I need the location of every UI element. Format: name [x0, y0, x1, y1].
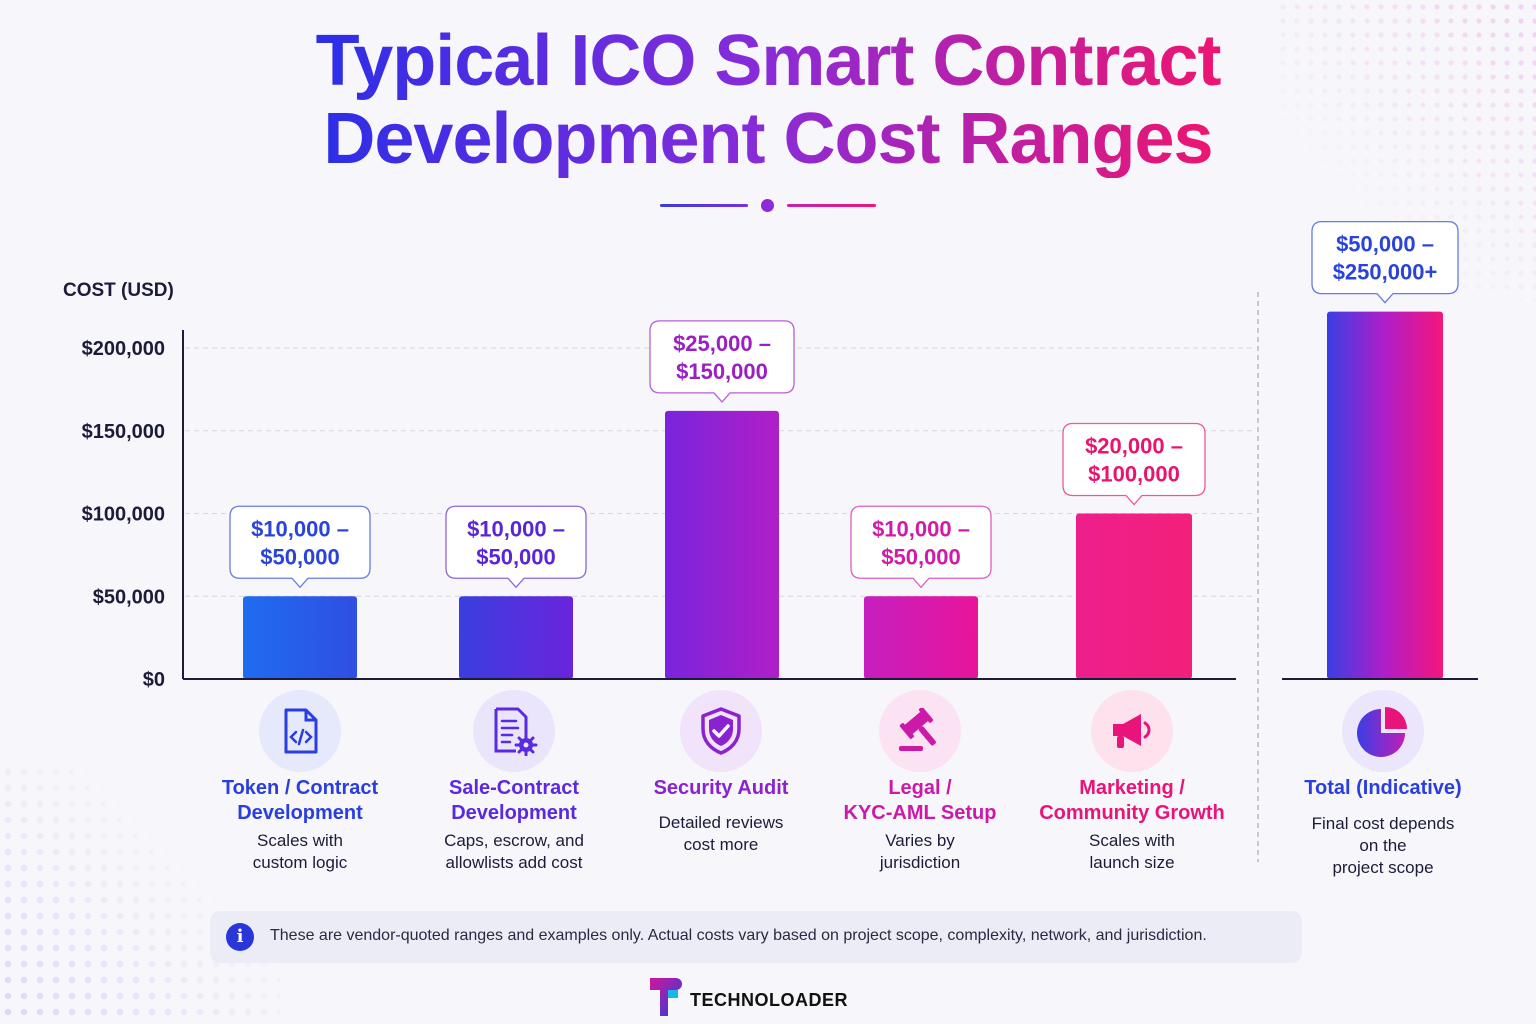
category-desc-line2: launch size [1089, 853, 1175, 872]
range-high-label: $250,000+ [1333, 260, 1438, 285]
range-callout [445, 505, 587, 589]
y-tick-label: $50,000 [93, 586, 165, 608]
category-desc-line2: on the [1359, 836, 1407, 855]
category-desc-line2: allowlists add cost [445, 853, 583, 872]
bar [1076, 513, 1192, 679]
bar [1327, 311, 1443, 679]
category-name-line1: Marketing / [1079, 777, 1185, 799]
category-desc-line2: custom logic [252, 853, 348, 872]
bar [243, 596, 357, 679]
range-high-label: $50,000 [260, 544, 340, 569]
category-marketing: Marketing / Community Growth Scales with… [1017, 690, 1247, 874]
category-name-line2: KYC-AML Setup [843, 802, 997, 824]
category-token-contract: Token / Contract Development Scales with… [185, 690, 415, 874]
decorative-dots-bottom-left [0, 764, 280, 1024]
y-axis-title: COST (USD) [63, 280, 174, 301]
range-high-label: $150,000 [676, 359, 768, 384]
category-sale-contract: Sale-Contract Development Caps, escrow, … [399, 690, 629, 874]
category-total: Total (Indicative) Final cost depends on… [1268, 690, 1498, 879]
category-security-audit: Security Audit Detailed reviews cost mor… [606, 690, 836, 856]
range-low-label: $10,000 – [251, 516, 349, 541]
brand-name: TECHNOLOADER [690, 990, 848, 1010]
category-desc-line2: cost more [683, 835, 759, 854]
category-desc-line1: Varies by [885, 831, 955, 850]
y-tick-label: $200,000 [82, 338, 165, 360]
category-name-line1: Token / Contract [221, 777, 379, 799]
category-desc-line1: Caps, escrow, and [444, 831, 584, 850]
megaphone-icon [1091, 690, 1173, 772]
y-tick-label: $150,000 [82, 421, 165, 443]
disclaimer-text: These are vendor-quoted ranges and examp… [270, 927, 1207, 944]
technoloader-logo [650, 978, 682, 1016]
category-name-line1: Legal / [888, 777, 952, 799]
brand-footer: TECHNOLOADER [646, 974, 866, 1022]
range-high-label: $50,000 [476, 544, 556, 569]
category-name-line2: Development [451, 802, 577, 824]
category-desc-line2: jurisdiction [879, 853, 961, 872]
code-file-icon [259, 690, 341, 772]
category-name-line2: Development [237, 802, 363, 824]
bar [459, 596, 573, 679]
range-high-label: $100,000 [1088, 462, 1180, 487]
category-desc-line1: Scales with [257, 831, 343, 850]
category-desc-line1: Final cost depends [1311, 814, 1455, 833]
category-name-line1: Security Audit [653, 777, 789, 799]
cost-bar-chart: COST (USD) $200,000 $150,000 $100,000 $50,0… [63, 220, 1478, 862]
range-callout [850, 505, 992, 589]
disclaimer-note: i These are vendor-quoted ranges and exa… [210, 911, 1302, 963]
category-name-line2: Community Growth [1039, 802, 1225, 824]
category-name-line1: Sale-Contract [448, 777, 580, 799]
range-callout [229, 505, 371, 589]
info-icon: i [226, 923, 254, 951]
y-tick-label: $0 [143, 669, 165, 691]
bar [864, 596, 978, 679]
range-callout [649, 320, 795, 403]
document-gear-icon [473, 690, 555, 772]
category-desc-line1: Detailed reviews [658, 813, 784, 832]
category-desc-line1: Scales with [1089, 831, 1175, 850]
range-low-label: $10,000 – [872, 516, 970, 541]
range-callout [1062, 422, 1206, 506]
range-callout [1311, 220, 1459, 304]
shield-check-icon [680, 690, 762, 772]
bar [665, 410, 779, 679]
category-legal-kyc: Legal / KYC-AML Setup Varies by jurisdic… [805, 690, 1035, 874]
title-divider [660, 197, 876, 213]
category-name-line1: Total (Indicative) [1304, 777, 1462, 799]
range-low-label: $10,000 – [467, 516, 565, 541]
range-low-label: $50,000 – [1336, 232, 1434, 257]
range-low-label: $25,000 – [673, 331, 771, 356]
pie-chart-icon [1342, 690, 1424, 772]
gavel-icon [879, 690, 961, 772]
y-tick-label: $100,000 [82, 504, 165, 526]
range-high-label: $50,000 [881, 544, 961, 569]
category-desc-line3: project scope [1332, 858, 1434, 877]
range-low-label: $20,000 – [1085, 434, 1183, 459]
